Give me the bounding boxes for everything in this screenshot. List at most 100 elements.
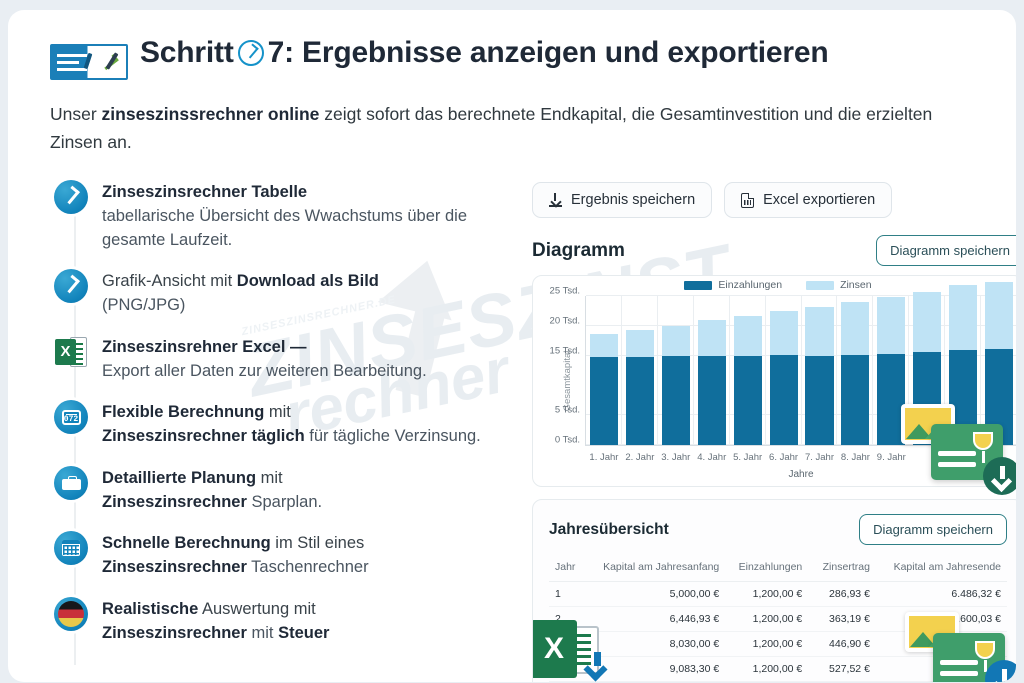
- table-row: 4 9,083,30 €1,200,00 €527,52 €11.440,22 €: [549, 656, 1007, 682]
- chart-x-axis-title: Jahre: [788, 469, 814, 480]
- stacked-bar[interactable]: [877, 297, 906, 445]
- x-tick-label: 4. Jahr: [697, 452, 727, 463]
- bar-group[interactable]: 2. Jahr: [622, 296, 658, 463]
- chart-bars: 1. Jahr 2. Jahr 3. Jahr 4. Jahr 5. Jahr 6. Ja…: [586, 281, 1016, 463]
- stacked-bar[interactable]: [805, 307, 834, 445]
- table-cell-jahr: 3: [549, 631, 585, 657]
- legend-label: Zinsen: [840, 279, 872, 291]
- stacked-bar[interactable]: [625, 330, 654, 445]
- briefcase-glyph: [61, 475, 81, 490]
- diagram-heading: Diagramm: [532, 239, 625, 261]
- x-tick-label: 7. Jahr: [804, 452, 835, 463]
- save-result-button[interactable]: Ergebnis speichern: [532, 182, 713, 218]
- table-cell-einzahlungen: 1,200,00 €: [725, 606, 809, 632]
- bar-segment-einzahlungen: [589, 356, 618, 445]
- legend-item[interactable]: Einzahlungen: [684, 279, 782, 291]
- bar-group[interactable]: 3. Jahr: [658, 296, 694, 463]
- bar-group[interactable]: 8. Jahr: [837, 296, 874, 463]
- table-row: 15.145,20 €1,200,00 €970,00 €: [549, 681, 1007, 682]
- page-title-post: 7: Ergebnisse anzeigen und exportieren: [267, 36, 829, 69]
- stacked-bar[interactable]: [841, 302, 870, 445]
- column-header[interactable]: Kapital am Jahresanfang: [584, 555, 726, 582]
- bar-group[interactable]: 6. Jahr: [766, 296, 802, 463]
- y-tick-label: 0 Tsd.: [554, 434, 580, 446]
- x-tick-label: 8. Jahr: [840, 452, 870, 463]
- legend-item[interactable]: Zinsen: [806, 279, 872, 291]
- stacked-bar[interactable]: [949, 284, 978, 445]
- table-cell-ende: 8.600,03 €: [875, 606, 1007, 632]
- x-tick-label: 1. Jahr: [589, 452, 619, 463]
- bar-group[interactable]: 9. Jahr: [873, 296, 910, 463]
- feature-line-1: Grafik-Ansicht mit Download als Bild: [102, 272, 379, 291]
- table-body: 1 5,000,00 €1,200,00 €286,93 €6.486,32 €2…: [549, 581, 1007, 682]
- bar-group[interactable]: [981, 281, 1016, 445]
- feature-line-1: Detaillierte Planung mit: [102, 468, 283, 487]
- save-table-diagram-button[interactable]: Diagramm speichern: [859, 514, 1007, 545]
- x-tick-label: 5. Jahr: [733, 452, 763, 463]
- stacked-bar[interactable]: [985, 281, 1014, 445]
- germany-flag-icon: [54, 596, 88, 631]
- bar-group[interactable]: 1. Jahr: [586, 296, 622, 463]
- feature-text: Zinseszinsrehner Excel — Export aller Dat…: [102, 335, 427, 384]
- chart-card: Einzahlungen Zinsen Gesamtkapital 0 Tsd. 5…: [532, 275, 1016, 495]
- stacked-bar[interactable]: [913, 292, 942, 445]
- bar-segment-einzahlungen: [949, 350, 978, 445]
- column-header[interactable]: Zinsertrag: [808, 555, 876, 582]
- excel-export-button[interactable]: Excel exportieren: [724, 182, 893, 218]
- table-cell-jahr: 4: [549, 656, 585, 682]
- feature-list: Zinseszinsrechner Tabelle tabellarische Ü…: [54, 180, 524, 665]
- bar-segment-einzahlungen: [841, 355, 870, 445]
- stacked-bar[interactable]: [733, 316, 762, 445]
- column-header[interactable]: Einzahlungen: [725, 555, 809, 582]
- stacked-bar[interactable]: [697, 320, 726, 445]
- stacked-bar[interactable]: [589, 334, 618, 445]
- table-cell-jahr: 1: [549, 581, 585, 607]
- column-header[interactable]: Kapital am Jahresende: [875, 555, 1007, 582]
- feature-line-2: Zinseszinsrechner mit Steuer: [102, 623, 330, 642]
- table-cell-einzahlungen: 1,200,00 €: [725, 681, 809, 682]
- feature-line-2: Export aller Daten zur weiteren Bearbeit…: [102, 361, 427, 380]
- bar-group[interactable]: 5. Jahr: [730, 296, 766, 463]
- feature-item: Flexible Berechnung mit Zinseszinsrechner…: [54, 400, 524, 449]
- bar-group[interactable]: 4. Jahr: [694, 296, 730, 463]
- chart-plot-area: 0 Tsd. 5 Tsd. 15 Tsd. 20 Tsd. 25 Tsd. 1. Jah…: [550, 281, 1016, 463]
- table-cell-zinsertrag: 286,93 €: [808, 581, 876, 607]
- table-cell-anfang: 6,446,93 €: [584, 606, 726, 632]
- check-circle-icon: [54, 180, 88, 214]
- feature-item: Zinseszinsrechner Tabelle tabellarische Ü…: [54, 180, 524, 252]
- calculator-chart-logo-icon: [50, 44, 128, 80]
- save-diagram-button[interactable]: Diagramm speichern: [876, 235, 1016, 266]
- category-divider: [656, 296, 658, 445]
- bar-group[interactable]: 7. Jahr: [802, 296, 838, 463]
- bar-segment-einzahlungen: [661, 355, 690, 445]
- table-cell-jahr: [549, 681, 585, 682]
- table-cell-anfang: 8,030,00 €: [584, 631, 726, 657]
- category-divider: [620, 296, 622, 445]
- category-divider: [800, 296, 802, 445]
- export-toolbar: Ergebnis speichern Excel exportieren: [532, 182, 1016, 218]
- table-head-row: Jahr Kapital am Jahresanfang Einzahlungen Z…: [549, 555, 1007, 582]
- category-divider: [836, 296, 838, 445]
- feature-item: Realistische Auswertung mit Zinseszinsrec…: [54, 596, 524, 646]
- table-cell-einzahlungen: 1,200,00 €: [725, 631, 809, 657]
- legend-swatch: [806, 280, 835, 290]
- bar-segment-zinsen: [661, 325, 690, 356]
- bar-group[interactable]: [909, 292, 946, 445]
- stacked-bar[interactable]: [661, 325, 690, 445]
- chart-y-axis-title: Gesamtkapital: [561, 350, 573, 412]
- feature-text: Detaillierte Planung mit Zinseszinsrechne…: [102, 466, 322, 515]
- feature-item: Detaillierte Planung mit Zinseszinsrechne…: [54, 465, 524, 515]
- table-cell-zinsertrag: 970,00 €: [808, 681, 876, 682]
- stacked-bar[interactable]: [769, 310, 798, 445]
- column-header[interactable]: Jahr: [549, 555, 585, 582]
- category-divider: [944, 296, 946, 445]
- excel-file-icon: X: [54, 335, 88, 369]
- table-cell-anfang: 5,000,00 €: [584, 581, 726, 607]
- bar-segment-zinsen: [877, 297, 906, 354]
- bar-group[interactable]: [945, 284, 982, 445]
- bar-segment-einzahlungen: [805, 355, 834, 445]
- x-tick-label: 2. Jahr: [625, 452, 655, 463]
- gridline: [586, 295, 1016, 296]
- bar-segment-einzahlungen: [625, 356, 654, 445]
